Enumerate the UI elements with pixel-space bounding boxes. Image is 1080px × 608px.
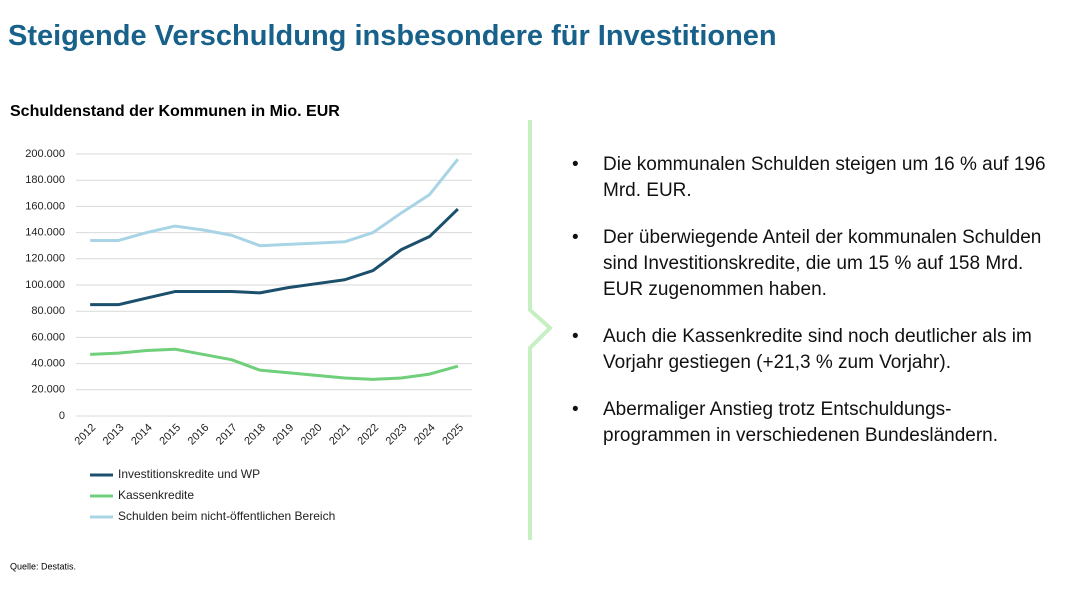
y-tick-label: 200.000 xyxy=(25,148,65,160)
x-tick-label: 2013 xyxy=(101,422,127,448)
y-tick-label: 40.000 xyxy=(31,358,65,370)
divider-chevron xyxy=(528,120,553,540)
x-tick-label: 2014 xyxy=(129,422,155,448)
x-tick-label: 2015 xyxy=(157,422,183,448)
data-line xyxy=(90,207,459,307)
x-tick-label: 2020 xyxy=(299,422,325,448)
bullet-item: Abermaliger Anstieg trotz Entschuldungs-… xyxy=(572,397,1057,449)
x-tick-label: 2012 xyxy=(73,422,99,448)
legend-label: Investitionskredite und WP xyxy=(118,467,260,481)
bullet-item: Auch die Kassenkredite sind noch deutlic… xyxy=(572,324,1057,376)
data-line xyxy=(90,347,459,381)
y-tick-label: 120.000 xyxy=(25,253,65,265)
bullet-list: Die kommunalen Schulden steigen um 16 % … xyxy=(572,152,1057,470)
source-note: Quelle: Destatis. xyxy=(10,561,76,571)
y-tick-label: 100.000 xyxy=(25,279,65,291)
x-tick-label: 2016 xyxy=(186,422,212,448)
y-tick-label: 20.000 xyxy=(31,384,65,396)
chart-title: Schuldenstand der Kommunen in Mio. EUR xyxy=(10,103,340,120)
x-tick-label: 2024 xyxy=(412,422,438,448)
x-tick-label: 2022 xyxy=(355,422,381,448)
x-tick-label: 2023 xyxy=(384,422,410,448)
y-tick-label: 160.000 xyxy=(25,200,65,212)
x-tick-label: 2017 xyxy=(214,422,240,448)
legend-label: Schulden beim nicht-öffentlichen Bereich xyxy=(118,509,335,523)
y-tick-label: 140.000 xyxy=(25,227,65,239)
x-tick-label: 2019 xyxy=(271,422,297,448)
bullet-item: Die kommunalen Schulden steigen um 16 % … xyxy=(572,152,1057,204)
x-tick-label: 2021 xyxy=(327,422,353,448)
y-tick-label: 180.000 xyxy=(25,174,65,186)
x-tick-label: 2018 xyxy=(242,422,268,448)
y-tick-label: 60.000 xyxy=(31,331,65,343)
y-tick-label: 0 xyxy=(59,410,65,422)
data-line xyxy=(90,158,460,248)
slide-title: Steigende Verschuldung insbesondere für … xyxy=(8,20,777,52)
y-tick-label: 80.000 xyxy=(31,305,65,317)
bullet-item: Der überwiegende Anteil der kommunalen S… xyxy=(572,225,1057,303)
legend-label: Kassenkredite xyxy=(118,488,194,502)
x-tick-label: 2025 xyxy=(440,422,466,448)
